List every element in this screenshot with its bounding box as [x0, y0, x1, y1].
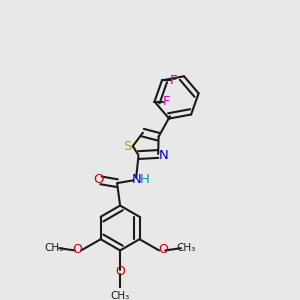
Text: N: N [131, 173, 141, 186]
Text: O: O [158, 243, 168, 256]
Text: F: F [170, 74, 178, 87]
Text: CH₃: CH₃ [110, 291, 130, 300]
Text: F: F [163, 95, 170, 108]
Text: S: S [123, 140, 132, 153]
Text: O: O [115, 265, 125, 278]
Text: CH₃: CH₃ [44, 243, 63, 253]
Text: CH₃: CH₃ [177, 243, 196, 253]
Text: H: H [140, 173, 150, 186]
Text: O: O [72, 243, 82, 256]
Text: O: O [93, 173, 103, 186]
Text: N: N [159, 149, 168, 162]
